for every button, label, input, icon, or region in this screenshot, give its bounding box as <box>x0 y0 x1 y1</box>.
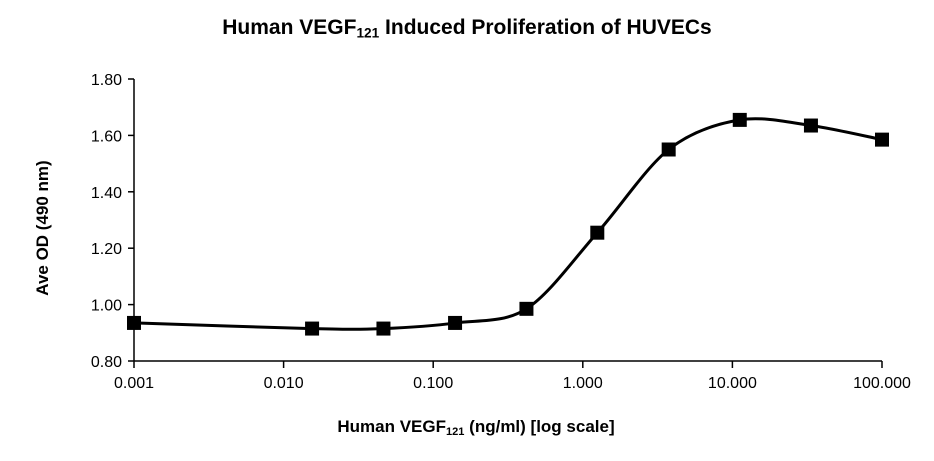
data-point <box>661 142 676 157</box>
data-point <box>590 225 605 240</box>
x-tick-label: 100.000 <box>853 375 911 392</box>
series-line <box>133 117 883 331</box>
data-point <box>803 118 818 133</box>
y-tick-label: 1.60 <box>91 128 122 145</box>
y-tick-label: 1.00 <box>91 298 122 315</box>
x-tick-label: 0.001 <box>114 375 154 392</box>
data-point <box>732 112 747 127</box>
y-tick-label: 1.80 <box>91 72 122 89</box>
x-ticks: 0.001 0.010 0.100 1.000 10.000 100.000 <box>114 361 911 392</box>
data-point <box>875 132 889 147</box>
y-tick-label: 0.80 <box>91 354 122 371</box>
x-tick-label: 1.000 <box>563 375 603 392</box>
x-tick-label: 10.000 <box>708 375 757 392</box>
x-tick-label: 0.010 <box>264 375 304 392</box>
x-tick-label: 0.100 <box>413 375 453 392</box>
data-point <box>519 301 534 316</box>
data-point <box>305 321 320 336</box>
y-tick-label: 1.20 <box>91 241 122 258</box>
data-point <box>376 321 391 336</box>
x-axis-label: Human VEGF121 (ng/ml) [log scale] <box>337 417 615 438</box>
data-point <box>448 315 463 330</box>
y-tick-label: 1.40 <box>91 185 122 202</box>
chart-title: Human VEGF121 Induced Proliferation of H… <box>222 16 712 41</box>
y-ticks: 0.80 1.00 1.20 1.40 1.60 1.80 <box>91 72 134 371</box>
series-markers <box>127 112 889 336</box>
y-axis-label: Ave OD (490 nm) <box>33 160 52 295</box>
data-point <box>127 315 141 330</box>
axes <box>133 79 882 362</box>
